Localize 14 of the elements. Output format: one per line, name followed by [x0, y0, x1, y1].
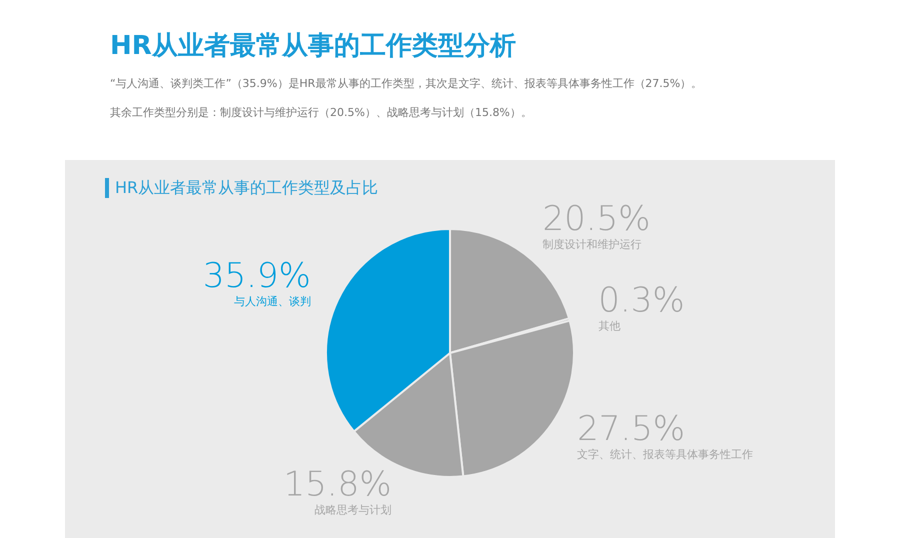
chart-subtitle: HR从业者最常从事的工作类型及占比: [105, 178, 378, 198]
data-label: 27.5%: [577, 408, 686, 449]
slice-label: 文字、统计、报表等具体事务性工作: [577, 448, 754, 461]
data-label: 20.5%: [542, 198, 650, 239]
text: “与人沟通、谈判类工作”（35.9%）是HR最常从事的工作类型，其次是文字、统计、报表等具体事务性工作（27.5%）。: [110, 76, 702, 91]
data-label: 0.3%: [598, 280, 685, 320]
slice-label: 与人沟通、谈判: [234, 294, 311, 308]
slice-label: 其他: [598, 319, 620, 332]
chart-title: HR从业者最常从事的工作类型分析: [110, 30, 516, 63]
data-label: 15.8%: [284, 464, 392, 504]
text: 其余工作类型分别是：制度设计与维护运行（20.5%）、战略思考与计划（15.8%）。: [110, 105, 532, 120]
data-label: 35.9%: [202, 256, 311, 296]
slice-label: 战略思考与计划: [314, 503, 392, 516]
slice-label: 制度设计和维护运行: [542, 238, 642, 251]
